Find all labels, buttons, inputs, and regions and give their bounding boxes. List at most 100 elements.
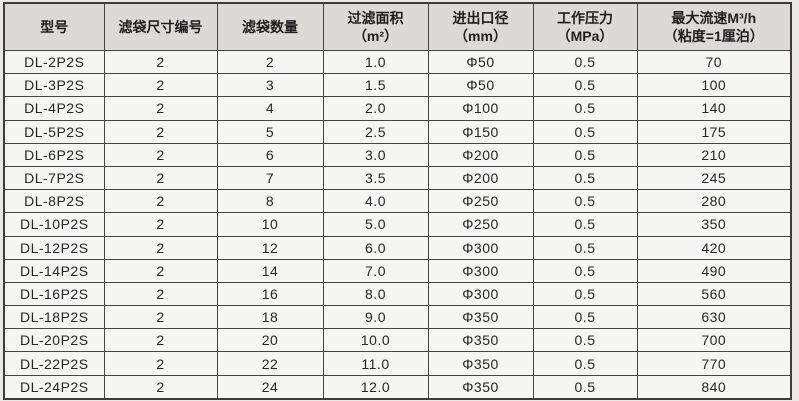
table-cell: 7 [216, 165, 324, 191]
table-row: DL-10P2S 2 10 5.0 Φ250 0.5 350 [3, 212, 792, 237]
col-header-inlet-outlet-diameter: 进出口径 （mm） [427, 2, 534, 51]
table-cell: Φ350 [427, 305, 534, 330]
table-cell: 0.5 [532, 235, 638, 260]
table-cell: Φ300 [427, 258, 534, 283]
table-cell: 10 [216, 212, 324, 237]
table-cell: 10.0 [322, 328, 429, 353]
table-cell: 2 [103, 351, 218, 376]
table-cell: Φ50 [427, 49, 534, 75]
table-cell: 6.0 [322, 235, 429, 260]
table-cell: 4 [216, 96, 324, 121]
table-cell: 3.0 [322, 142, 429, 167]
table-cell: 0.5 [532, 49, 638, 75]
table-row: DL-20P2S 2 20 10.0 Φ350 0.5 700 [3, 328, 792, 353]
table-cell: 0.5 [532, 96, 638, 121]
table-row: DL-18P2S 2 18 9.0 Φ350 0.5 630 [3, 305, 792, 330]
table-row: DL-3P2S 2 3 1.5 Φ50 0.5 100 [3, 73, 792, 98]
col-header-bag-size-number: 滤袋尺寸编号 [103, 2, 218, 51]
table-cell: 9.0 [322, 305, 429, 330]
table-cell: DL-7P2S [3, 165, 105, 191]
table-cell: Φ50 [427, 73, 534, 98]
table-cell: 490 [636, 258, 792, 283]
table-cell: 2 [103, 96, 218, 121]
col-header-working-pressure: 工作压力 （MPa） [532, 2, 638, 51]
table-cell: Φ300 [427, 235, 534, 260]
table-cell: 8 [216, 189, 324, 214]
table-cell: 210 [636, 142, 792, 167]
table-cell: DL-8P2S [3, 189, 105, 214]
table-cell: 2 [216, 49, 324, 75]
table-cell: 6 [216, 142, 324, 167]
table-row: DL-12P2S 2 12 6.0 Φ300 0.5 420 [3, 235, 792, 260]
table-cell: Φ200 [427, 165, 534, 191]
table-cell: 140 [636, 96, 792, 121]
table-cell: 2 [103, 212, 218, 237]
table-cell: DL-14P2S [3, 258, 105, 283]
table-cell: 0.5 [532, 212, 638, 237]
table-cell: 24 [216, 374, 324, 400]
table-row: DL-16P2S 2 16 8.0 Φ300 0.5 560 [3, 281, 792, 307]
table-cell: 0.5 [532, 73, 638, 98]
table-header: 型号 滤袋尺寸编号 滤袋数量 过滤面积 （m²） 进出口径 （mm） 工作压力 … [3, 2, 792, 51]
table-cell: 0.5 [532, 374, 638, 400]
table-cell: 2 [103, 235, 218, 260]
table-cell: 280 [636, 189, 792, 214]
table-row: DL-5P2S 2 5 2.5 Φ150 0.5 175 [3, 119, 792, 144]
table-cell: DL-12P2S [3, 235, 105, 260]
table-row: DL-22P2S 2 22 11.0 Φ350 0.5 770 [3, 351, 792, 376]
col-header-filter-area: 过滤面积 （m²） [322, 2, 429, 51]
table-cell: 420 [636, 235, 792, 260]
table-cell: 2 [103, 142, 218, 167]
table-cell: Φ350 [427, 328, 534, 353]
table-cell: 18 [216, 305, 324, 330]
table-cell: DL-4P2S [3, 96, 105, 121]
table-cell: Φ150 [427, 119, 534, 144]
table-cell: 70 [636, 49, 792, 75]
table-row: DL-4P2S 2 4 2.0 Φ100 0.5 140 [3, 96, 792, 121]
table-cell: 0.5 [532, 305, 638, 330]
table-cell: 8.0 [322, 281, 429, 307]
table-cell: 2 [103, 258, 218, 283]
header-row: 型号 滤袋尺寸编号 滤袋数量 过滤面积 （m²） 进出口径 （mm） 工作压力 … [3, 2, 792, 51]
table-cell: 4.0 [322, 189, 429, 214]
table-cell: 2.0 [322, 96, 429, 121]
table-cell: DL-24P2S [3, 374, 105, 400]
table-cell: 2.5 [322, 119, 429, 144]
table-cell: 2 [103, 374, 218, 400]
table-row: DL-14P2S 2 14 7.0 Φ300 0.5 490 [3, 258, 792, 283]
table-row: DL-6P2S 2 6 3.0 Φ200 0.5 210 [3, 142, 792, 167]
table-cell: 245 [636, 165, 792, 191]
table-cell: 0.5 [532, 165, 638, 191]
table-cell: 11.0 [322, 351, 429, 376]
table-cell: 2 [103, 328, 218, 353]
table-cell: 100 [636, 73, 792, 98]
table-cell: DL-22P2S [3, 351, 105, 376]
table-cell: 0.5 [532, 142, 638, 167]
table-cell: 14 [216, 258, 324, 283]
table-cell: 630 [636, 305, 792, 330]
table-cell: 3.5 [322, 165, 429, 191]
table-cell: 840 [636, 374, 792, 400]
table-cell: 16 [216, 281, 324, 307]
table-cell: 2 [103, 73, 218, 98]
table-cell: 12 [216, 235, 324, 260]
table-cell: 0.5 [532, 119, 638, 144]
table-cell: 12.0 [322, 374, 429, 400]
table-cell: 5.0 [322, 212, 429, 237]
table-cell: DL-18P2S [3, 305, 105, 330]
table-cell: Φ250 [427, 212, 534, 237]
table-cell: Φ250 [427, 189, 534, 214]
table-row: DL-8P2S 2 8 4.0 Φ250 0.5 280 [3, 189, 792, 214]
table-cell: 2 [103, 119, 218, 144]
table-cell: 0.5 [532, 189, 638, 214]
table-cell: Φ200 [427, 142, 534, 167]
table-cell: 560 [636, 281, 792, 307]
table-cell: 175 [636, 119, 792, 144]
table-cell: 2 [103, 305, 218, 330]
table-cell: Φ350 [427, 374, 534, 400]
table-cell: DL-2P2S [3, 49, 105, 75]
table-cell: 2 [103, 49, 218, 75]
filter-spec-table: 型号 滤袋尺寸编号 滤袋数量 过滤面积 （m²） 进出口径 （mm） 工作压力 … [3, 2, 792, 400]
table-cell: 0.5 [532, 258, 638, 283]
